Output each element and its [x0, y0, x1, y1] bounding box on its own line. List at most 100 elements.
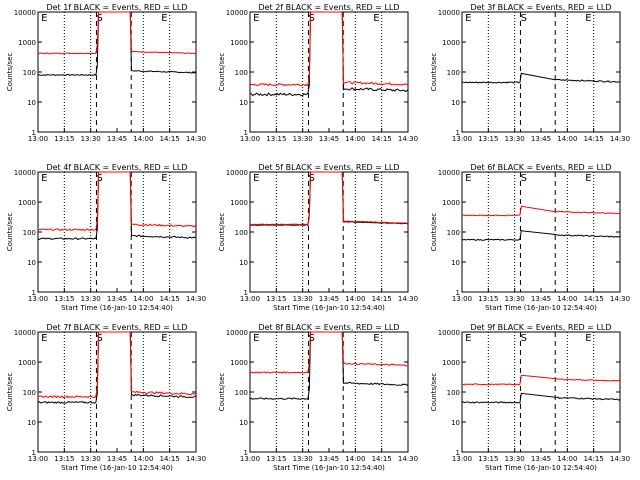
x-axis-label: Start Time (16-Jan-10 12:54:40): [485, 304, 597, 312]
y-tick-label: 1: [244, 289, 248, 297]
x-tick-label: 13:00: [452, 455, 472, 463]
x-axis-label: Start Time (16-Jan-10 12:54:40): [61, 304, 173, 312]
x-tick-label: 14:15: [372, 135, 392, 143]
marker-label: S: [520, 333, 526, 344]
y-tick-label: 1000: [18, 359, 36, 367]
x-tick-label: 13:45: [319, 455, 339, 463]
series-events-line: [249, 171, 409, 226]
x-tick-label: 14:00: [133, 135, 153, 143]
panel-title: Det 7f BLACK = Events, RED = LLD: [46, 323, 187, 332]
y-axis-label: Counts/sec: [218, 53, 226, 92]
x-tick-label: 14:30: [610, 295, 630, 303]
y-axis-label: Counts/sec: [430, 213, 438, 252]
y-tick-label: 10000: [14, 9, 36, 17]
marker-label: E: [41, 333, 47, 344]
marker-label: E: [585, 13, 591, 24]
x-tick-label: 14:30: [398, 135, 418, 143]
series-events-line: [249, 331, 409, 400]
x-axis-label: Start Time (16-Jan-10 12:54:40): [61, 464, 173, 472]
x-tick-label: 13:15: [54, 135, 74, 143]
y-axis-label: Counts/sec: [6, 213, 14, 252]
detector-panel: Det 4f BLACK = Events, RED = LLD 1 10 100 10…: [6, 163, 206, 312]
x-tick-label: 13:45: [531, 455, 551, 463]
panel-title: Det 8f BLACK = Events, RED = LLD: [258, 323, 399, 332]
x-tick-label: 13:00: [240, 295, 260, 303]
y-tick-label: 10: [451, 419, 460, 427]
y-tick-label: 10: [239, 419, 248, 427]
y-tick-label: 1000: [18, 39, 36, 47]
y-axis-label: Counts/sec: [218, 213, 226, 252]
x-tick-label: 13:30: [293, 135, 313, 143]
x-tick-label: 13:15: [266, 135, 286, 143]
plot-frame: [37, 331, 197, 453]
x-tick-label: 13:30: [505, 455, 525, 463]
y-tick-label: 100: [235, 389, 248, 397]
x-tick-label: 13:15: [54, 455, 74, 463]
panel-title: Det 9f BLACK = Events, RED = LLD: [470, 323, 611, 332]
y-tick-label: 100: [447, 69, 460, 77]
x-axis-label: Start Time (16-Jan-10 12:54:40): [273, 464, 385, 472]
series-lld-line: [37, 171, 197, 231]
y-axis-label: Counts/sec: [218, 373, 226, 412]
x-tick-label: 13:15: [266, 295, 286, 303]
panel-title: Det 1f BLACK = Events, RED = LLD: [46, 3, 187, 12]
x-axis-label: Start Time (16-Jan-10 12:54:40): [273, 304, 385, 312]
y-tick-label: 100: [23, 69, 36, 77]
x-tick-label: 14:30: [398, 295, 418, 303]
detector-panel: Det 3f BLACK = Events, RED = LLD 1 10 100 10…: [430, 3, 630, 143]
y-tick-label: 100: [235, 69, 248, 77]
plot-frame: [461, 171, 621, 293]
y-tick-label: 1: [244, 129, 248, 137]
series-events-line: [249, 11, 409, 97]
y-tick-label: 1: [32, 289, 36, 297]
x-tick-label: 13:15: [54, 295, 74, 303]
y-tick-label: 1: [456, 289, 460, 297]
x-tick-label: 13:15: [478, 455, 498, 463]
x-axis-label: Start Time (16-Jan-10 12:54:40): [485, 464, 597, 472]
series-lld-line: [249, 171, 409, 226]
marker-label: S: [96, 173, 102, 184]
x-tick-label: 14:00: [133, 295, 153, 303]
plot-frame: [249, 331, 409, 453]
y-tick-label: 10000: [226, 169, 248, 177]
x-tick-label: 13:30: [293, 455, 313, 463]
x-tick-label: 14:00: [345, 135, 365, 143]
y-tick-label: 1000: [442, 199, 460, 207]
marker-label: E: [373, 173, 379, 184]
x-tick-label: 14:15: [372, 455, 392, 463]
y-axis-label: Counts/sec: [430, 373, 438, 412]
x-tick-label: 13:45: [107, 295, 127, 303]
detector-panel: Det 7f BLACK = Events, RED = LLD 1 10 100 10…: [6, 323, 206, 472]
marker-label: E: [253, 333, 259, 344]
x-tick-label: 13:00: [240, 135, 260, 143]
y-tick-label: 10: [451, 259, 460, 267]
series-events-line: [461, 230, 621, 241]
x-tick-label: 13:30: [81, 295, 101, 303]
y-tick-label: 1000: [442, 39, 460, 47]
x-tick-label: 13:45: [107, 135, 127, 143]
y-axis-label: Counts/sec: [6, 53, 14, 92]
x-tick-label: 13:00: [28, 295, 48, 303]
series-lld-line: [461, 374, 621, 386]
x-tick-label: 13:00: [452, 295, 472, 303]
y-tick-label: 1: [244, 449, 248, 457]
x-tick-label: 14:00: [557, 455, 577, 463]
marker-label: E: [161, 13, 167, 24]
x-tick-label: 13:45: [531, 135, 551, 143]
x-tick-label: 13:30: [81, 135, 101, 143]
detector-panel: Det 5f BLACK = Events, RED = LLD 1 10 100 10…: [218, 163, 418, 312]
marker-label: E: [585, 173, 591, 184]
y-tick-label: 100: [447, 229, 460, 237]
y-tick-label: 100: [23, 229, 36, 237]
x-tick-label: 14:30: [186, 295, 206, 303]
x-tick-label: 14:15: [372, 295, 392, 303]
y-tick-label: 10: [27, 99, 36, 107]
marker-label: S: [308, 173, 314, 184]
y-tick-label: 10000: [14, 169, 36, 177]
detector-panel: Det 2f BLACK = Events, RED = LLD 1 10 100 10…: [218, 3, 418, 143]
y-tick-label: 10000: [226, 329, 248, 337]
panel-title: Det 5f BLACK = Events, RED = LLD: [258, 163, 399, 172]
marker-label: E: [161, 173, 167, 184]
marker-label: S: [520, 173, 526, 184]
